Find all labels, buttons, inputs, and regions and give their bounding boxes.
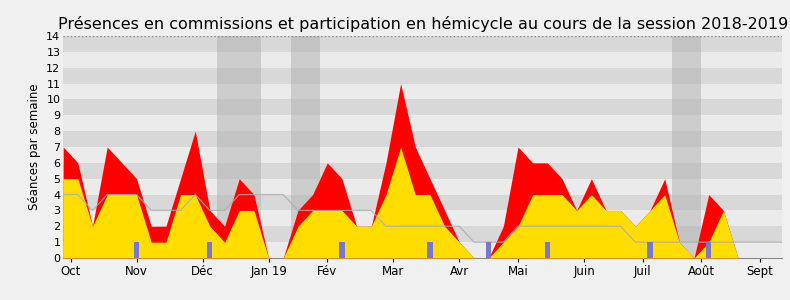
Bar [486, 242, 491, 258]
Bar [63, 36, 782, 52]
Bar [134, 242, 139, 258]
Bar [63, 195, 782, 210]
Bar [217, 36, 261, 258]
Bar [63, 242, 782, 258]
Bar [63, 68, 782, 84]
Bar [63, 226, 782, 242]
Bar [648, 242, 653, 258]
Y-axis label: Séances par semaine: Séances par semaine [28, 84, 41, 210]
Bar [63, 210, 782, 226]
Bar [63, 163, 782, 179]
Title: Présences en commissions et participation en hémicycle au cours de la session 20: Présences en commissions et participatio… [58, 16, 788, 32]
Bar [340, 242, 344, 258]
Bar [63, 115, 782, 131]
Bar [63, 131, 782, 147]
Bar [291, 36, 320, 258]
Bar [427, 242, 433, 258]
Bar [63, 99, 782, 115]
Bar [207, 242, 213, 258]
Bar [63, 179, 782, 195]
Bar [63, 52, 782, 68]
Bar [672, 36, 702, 258]
Bar [706, 242, 711, 258]
Bar [63, 84, 782, 99]
Bar [63, 147, 782, 163]
Bar [545, 242, 550, 258]
